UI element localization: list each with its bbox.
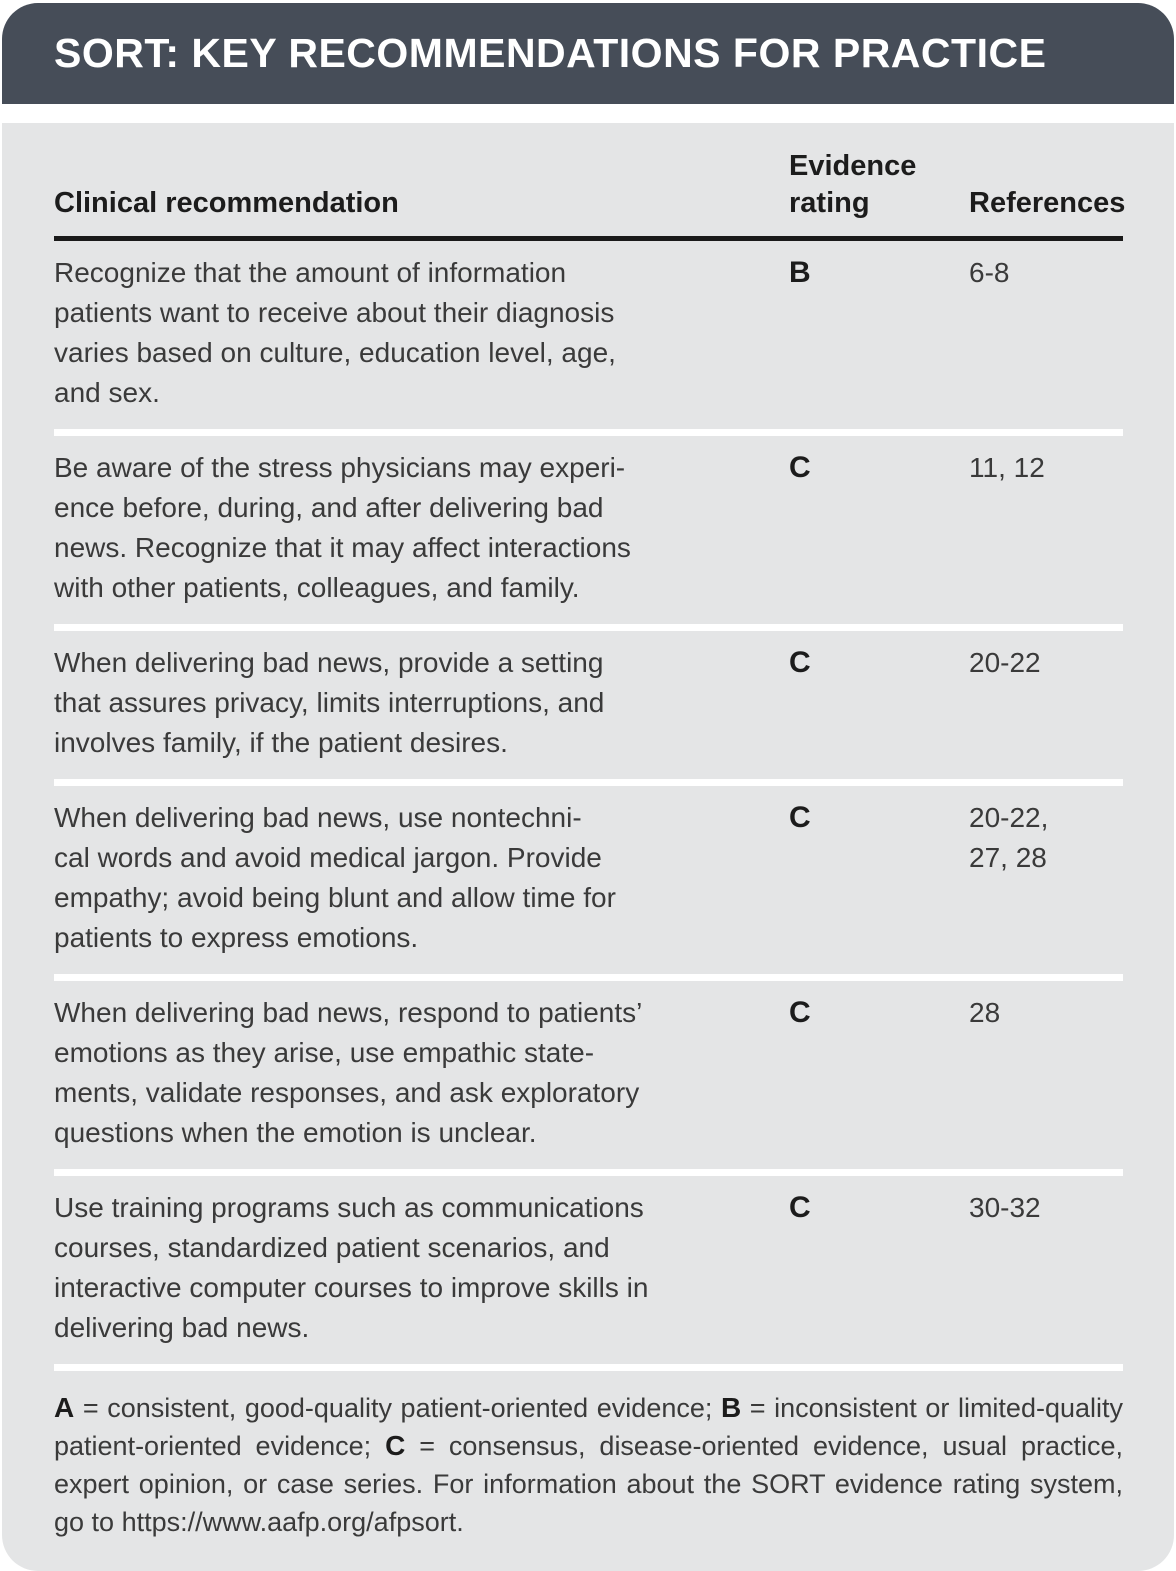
col-header-clinical-recommendation: Clinical recommendation — [54, 187, 399, 219]
sort-table-card: SORT: KEY RECOMMENDATIONS FOR PRACTICE C… — [2, 3, 1174, 1571]
table-row: Be aware of the stress physicians may ex… — [54, 429, 1123, 624]
evidence-rating: C — [789, 996, 811, 1029]
recommendation-text: When delivering bad news, provide a sett… — [54, 647, 605, 758]
evidence-rating: C — [789, 1191, 811, 1224]
evidence-rating: C — [789, 801, 811, 834]
recommendation-text: Be aware of the stress physicians may ex… — [54, 452, 631, 603]
footnote-text: = inconsistent or limited-quality patien… — [54, 1393, 1124, 1461]
table-header-row: Clinical recommendation Evidence rating … — [54, 123, 1126, 241]
table-body: Clinical recommendation Evidence rating … — [2, 123, 1174, 1571]
table-row: Recognize that the amount of information… — [54, 241, 1123, 429]
rating-letter: A — [54, 1392, 75, 1423]
table-row: When delivering bad news, respond to pat… — [54, 974, 1123, 1169]
recommendation-text: When delivering bad news, respond to pat… — [54, 997, 643, 1148]
rating-letter: B — [720, 1392, 742, 1423]
table-rows: Recognize that the amount of information… — [54, 241, 1123, 1364]
footnote-text: . — [456, 1507, 464, 1537]
recommendation-text: Recognize that the amount of information… — [54, 257, 616, 408]
rating-letter: C — [385, 1430, 406, 1461]
references: 30-32 — [969, 1192, 1041, 1223]
evidence-rating: C — [789, 646, 811, 679]
table-row: Use training programs such as communicat… — [54, 1169, 1123, 1364]
references: 20-22, 27, 28 — [969, 802, 1049, 873]
table-row: When delivering bad news, provide a sett… — [54, 624, 1123, 779]
table-row: When delivering bad news, use nontechni-… — [54, 779, 1123, 974]
table-title: SORT: KEY RECOMMENDATIONS FOR PRACTICE — [54, 30, 1047, 76]
references: 6-8 — [969, 257, 1010, 288]
col-header-evidence-rating: Evidence rating — [789, 150, 917, 219]
references: 11, 12 — [969, 452, 1045, 483]
afpsort-link[interactable]: https://www.aafp.org/afpsort — [121, 1507, 457, 1537]
recommendation-text: Use training programs such as communicat… — [54, 1192, 649, 1343]
footnote-text: = consensus, disease-oriented evi­dence,… — [54, 1431, 1123, 1537]
table-title-bar: SORT: KEY RECOMMENDATIONS FOR PRACTICE — [2, 3, 1174, 104]
col-header-references: References — [969, 187, 1126, 219]
recommendation-text: When delivering bad news, use nontechni-… — [54, 802, 616, 953]
references: 28 — [969, 997, 1001, 1028]
references: 20-22 — [969, 647, 1041, 678]
evidence-rating: B — [789, 256, 811, 289]
evidence-rating: C — [789, 451, 811, 484]
footnote-text: = consistent, good-quality patient-orien… — [74, 1393, 721, 1423]
footnote: A = consistent, good-quality patient-ori… — [54, 1364, 1123, 1541]
